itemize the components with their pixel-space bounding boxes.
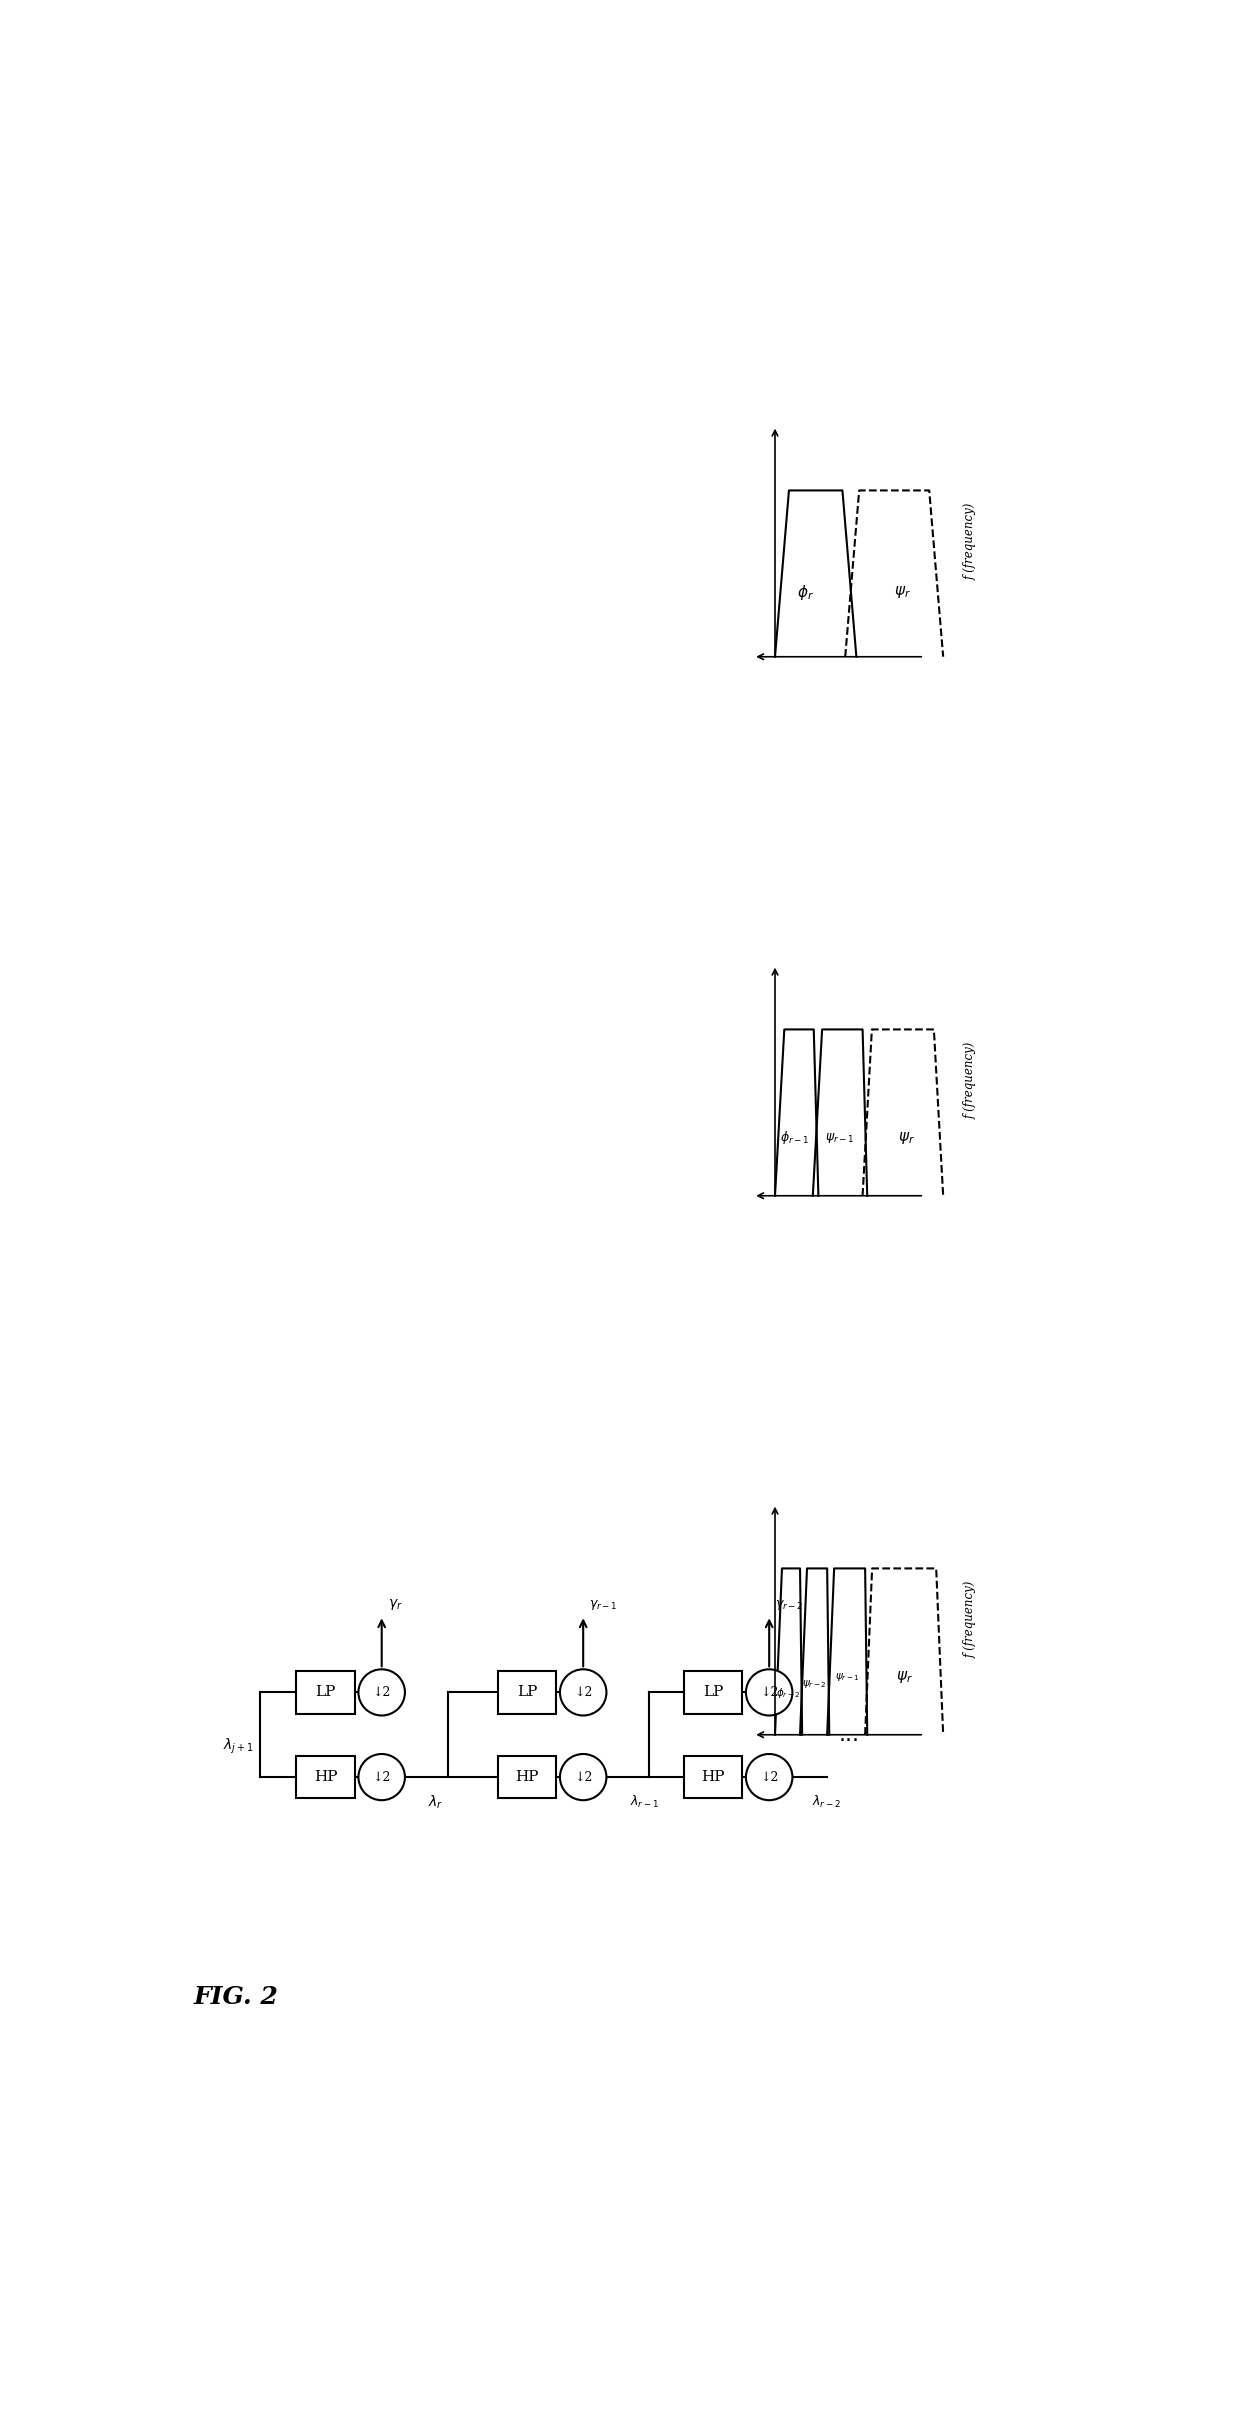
Text: ↓2: ↓2 — [760, 1770, 779, 1785]
Text: $\lambda_r$: $\lambda_r$ — [428, 1794, 444, 1811]
Text: f (frequency): f (frequency) — [963, 502, 977, 580]
Text: $\psi_{r-1}$: $\psi_{r-1}$ — [826, 1130, 854, 1145]
Text: $\psi_{r-1}$: $\psi_{r-1}$ — [835, 1671, 859, 1683]
Bar — [498, 1671, 556, 1714]
Circle shape — [358, 1668, 405, 1714]
Text: $\psi_r$: $\psi_r$ — [894, 584, 910, 599]
Text: ↓2: ↓2 — [574, 1685, 593, 1700]
Text: HP: HP — [702, 1770, 724, 1785]
Text: $\lambda_{r-1}$: $\lambda_{r-1}$ — [630, 1794, 658, 1809]
Text: LP: LP — [315, 1685, 336, 1700]
Text: ↓2: ↓2 — [372, 1770, 391, 1785]
Text: $\psi_r$: $\psi_r$ — [899, 1130, 915, 1147]
Text: ...: ... — [839, 1724, 859, 1744]
Text: LP: LP — [703, 1685, 723, 1700]
Text: $\phi_{r-2}$: $\phi_{r-2}$ — [776, 1685, 801, 1700]
Text: $\psi_{r-2}$: $\psi_{r-2}$ — [802, 1678, 827, 1690]
Bar — [684, 1671, 742, 1714]
Circle shape — [560, 1753, 606, 1799]
Text: ↓2: ↓2 — [574, 1770, 593, 1785]
Text: HP: HP — [314, 1770, 337, 1785]
Text: ↓2: ↓2 — [372, 1685, 391, 1700]
Text: f (frequency): f (frequency) — [963, 1043, 977, 1118]
Text: $\gamma_r$: $\gamma_r$ — [388, 1596, 403, 1613]
Text: $\phi_{r-1}$: $\phi_{r-1}$ — [780, 1130, 810, 1147]
Text: HP: HP — [516, 1770, 538, 1785]
Text: f (frequency): f (frequency) — [963, 1581, 977, 1659]
Circle shape — [358, 1753, 405, 1799]
Text: FIG. 2: FIG. 2 — [193, 1986, 279, 2010]
Circle shape — [746, 1668, 792, 1714]
Circle shape — [560, 1668, 606, 1714]
Bar — [296, 1671, 355, 1714]
Bar — [296, 1756, 355, 1799]
Text: $\psi_r$: $\psi_r$ — [895, 1668, 913, 1685]
Text: ↓2: ↓2 — [760, 1685, 779, 1700]
Text: LP: LP — [517, 1685, 537, 1700]
Text: $\gamma_{r-2}$: $\gamma_{r-2}$ — [775, 1598, 804, 1613]
Bar — [684, 1756, 742, 1799]
Circle shape — [746, 1753, 792, 1799]
Text: $\lambda_{r-2}$: $\lambda_{r-2}$ — [812, 1794, 841, 1809]
Text: $\gamma_{r-1}$: $\gamma_{r-1}$ — [589, 1598, 618, 1613]
Text: $\lambda_{j+1}$: $\lambda_{j+1}$ — [223, 1736, 253, 1756]
Text: $\phi_r$: $\phi_r$ — [797, 582, 815, 601]
Bar — [498, 1756, 556, 1799]
